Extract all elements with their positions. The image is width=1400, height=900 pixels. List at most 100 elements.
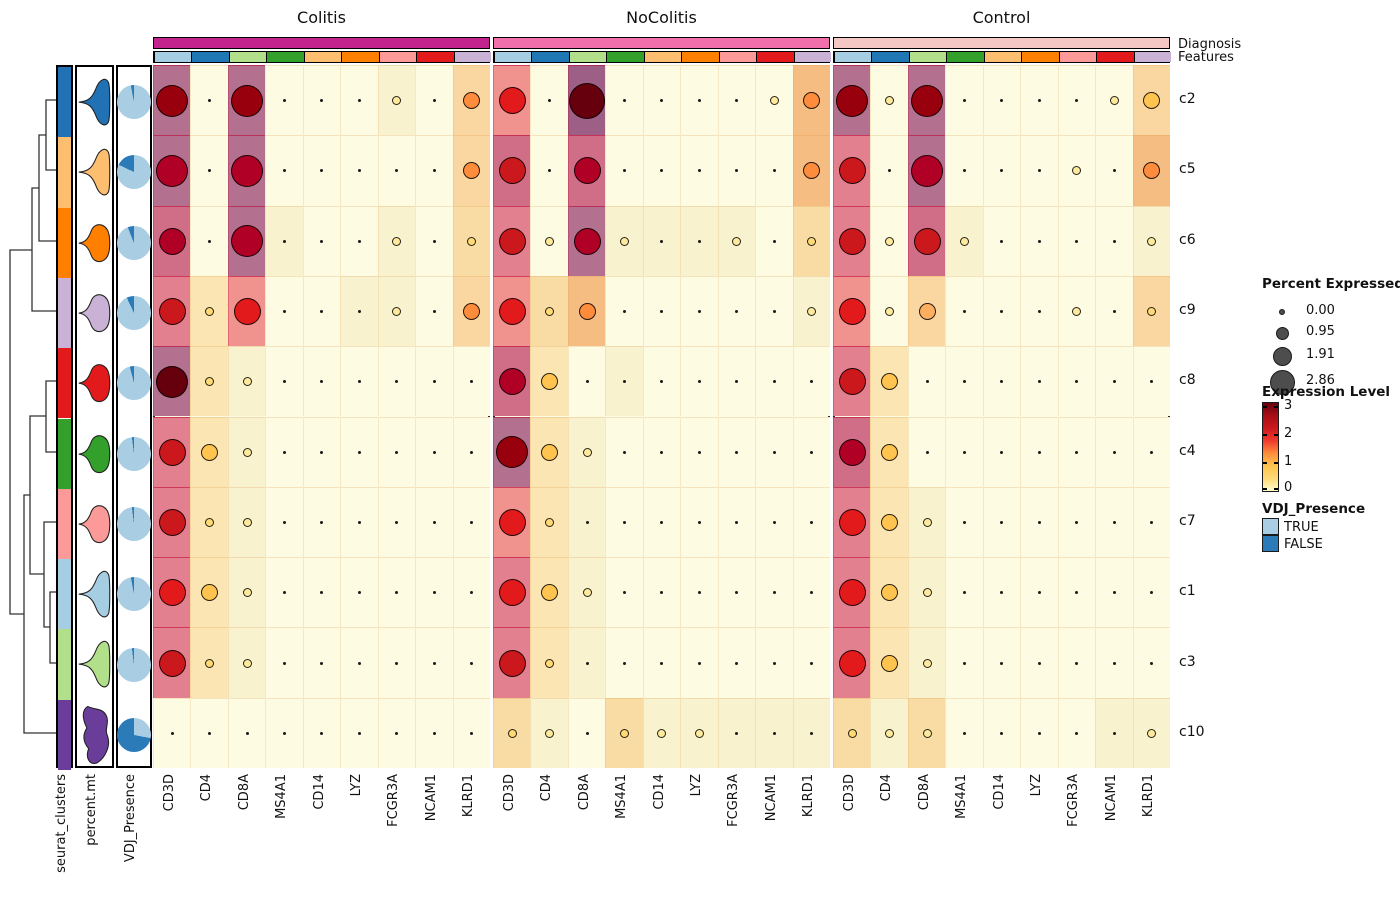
- dotplot-cell: [945, 416, 983, 487]
- dotplot-cell: [717, 65, 756, 136]
- expression-dot: [231, 154, 264, 187]
- expression-dot: [772, 169, 776, 173]
- dotplot-cell: [227, 486, 266, 558]
- dotplot-cell: [302, 135, 341, 206]
- expression-dot: [320, 169, 324, 173]
- expression-dot: [320, 520, 324, 524]
- expression-dot: [1147, 236, 1157, 246]
- expression-dot: [1075, 591, 1079, 595]
- dotplot-cell: [227, 416, 266, 487]
- expression-dot: [470, 731, 474, 735]
- dotplot-cell: [717, 346, 756, 417]
- expression-dot: [242, 588, 252, 598]
- expression-dot: [1000, 239, 1004, 243]
- dotplot-cell: [1057, 486, 1096, 558]
- expression-dot: [242, 658, 252, 668]
- expression-dot: [470, 450, 474, 454]
- expression-dot: [1000, 380, 1004, 384]
- expression-colorbar: [1262, 402, 1279, 492]
- dotplot-cell: [642, 135, 681, 206]
- features-bar: [493, 51, 831, 63]
- expression-dot: [1143, 92, 1161, 110]
- dotplot-cell: [567, 65, 606, 136]
- dotplot-cell: [567, 275, 606, 347]
- dotplot-cell: [642, 275, 681, 347]
- colorbar-tick: [1263, 488, 1267, 490]
- expression-dot: [1075, 520, 1079, 524]
- colorbar-tick: [1274, 406, 1278, 408]
- dotplot-cell: [717, 486, 756, 558]
- dotplot-cell: [452, 627, 490, 698]
- percent-expressed-label: 0.95: [1306, 324, 1335, 339]
- dotplot-cell: [190, 65, 228, 136]
- expression-dot: [697, 520, 701, 524]
- expression-dot: [320, 239, 324, 243]
- percent-expressed-label: 2.86: [1306, 373, 1335, 388]
- gene-label-LYZ: LYZ: [1028, 774, 1044, 797]
- gene-label-CD14: CD14: [311, 774, 327, 810]
- expression-dot: [205, 307, 215, 317]
- expression-dot: [1075, 239, 1079, 243]
- expression-dot: [838, 157, 866, 185]
- dotplot-cell: [982, 627, 1021, 698]
- violin-column-percent-mt: [75, 65, 114, 768]
- cluster-bar-segment: [58, 488, 71, 560]
- dotplot-cell: [642, 486, 681, 558]
- expression-dot: [578, 303, 596, 321]
- features-bar-segment: [908, 52, 947, 62]
- expression-dot: [158, 438, 186, 466]
- dotplot-cell: [870, 135, 908, 206]
- expression-dot: [660, 520, 664, 524]
- expression-dot: [1000, 520, 1004, 524]
- dotplot-cell: [642, 346, 681, 417]
- expression-dot: [170, 731, 174, 735]
- expression-dot: [1147, 307, 1157, 317]
- gene-label-CD8A: CD8A: [576, 774, 592, 811]
- dotplot-cell: [1132, 557, 1170, 628]
- gene-label-FCGR3A: FCGR3A: [726, 774, 742, 827]
- dotplot-cell: [982, 346, 1021, 417]
- expression-dot: [1075, 99, 1079, 103]
- gene-label-CD8A: CD8A: [916, 774, 932, 811]
- dotplot-cell: [1095, 346, 1133, 417]
- expression-dot: [283, 380, 287, 384]
- dotplot-cell: [377, 486, 416, 558]
- expression-dot: [208, 731, 212, 735]
- features-bar-segment: [606, 52, 644, 62]
- dotplot-cell: [567, 205, 606, 276]
- dotplot-cell: [982, 557, 1021, 628]
- expression-dot: [395, 661, 399, 665]
- expression-dot: [1109, 96, 1119, 106]
- dotplot-cell: [833, 65, 871, 136]
- expression-dot: [395, 450, 399, 454]
- percent-expressed-label: 0.00: [1306, 303, 1335, 318]
- dotplot-cell: [340, 346, 378, 417]
- dotplot-cell: [567, 135, 606, 206]
- expression-dot: [660, 661, 664, 665]
- dotplot-cell: [907, 205, 946, 276]
- expression-dot: [1037, 239, 1041, 243]
- dotplot-cell: [605, 557, 643, 628]
- dotplot-cell: [377, 416, 416, 487]
- dotplot-cell: [153, 65, 191, 136]
- expression-dot: [1112, 520, 1116, 524]
- dotplot-cell: [227, 205, 266, 276]
- expression-dot: [810, 661, 814, 665]
- cluster-dendrogram: [9, 99, 56, 734]
- expression-dot: [1150, 450, 1154, 454]
- pie-vdj-c4: [117, 436, 151, 471]
- dotplot-cell: [190, 346, 228, 417]
- dotplot-cell: [1057, 275, 1096, 347]
- expression-dot: [881, 373, 899, 391]
- dotplot-cell: [642, 205, 681, 276]
- colorbar-tick: [1274, 462, 1278, 464]
- expression-dot: [838, 508, 866, 536]
- dotplot-cell: [377, 346, 416, 417]
- expression-dot: [463, 162, 481, 180]
- expression-dot: [838, 649, 866, 677]
- dotplot-cell: [1132, 627, 1170, 698]
- expression-dot: [620, 236, 630, 246]
- dotplot-cell: [1132, 346, 1170, 417]
- dotplot-cell: [340, 275, 378, 347]
- expression-dot: [623, 450, 627, 454]
